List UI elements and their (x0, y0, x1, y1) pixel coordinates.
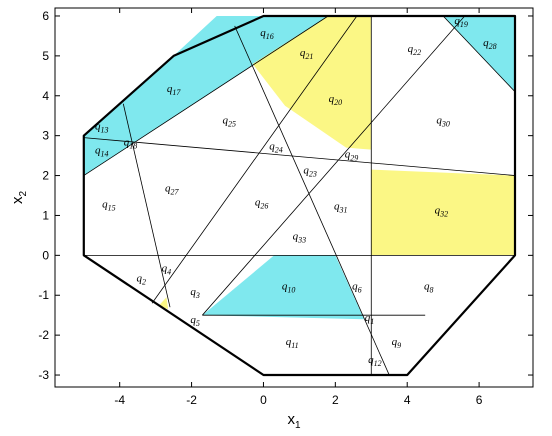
y-tick-label: -1 (38, 288, 49, 302)
region-label-q8: q8 (424, 280, 434, 294)
x-tick-label: -2 (186, 393, 197, 407)
region-label-q21: q21 (300, 47, 314, 61)
y-tick-label: 6 (42, 9, 49, 23)
region-label-q19: q19 (454, 15, 468, 29)
region-label-q14: q14 (95, 145, 109, 159)
y-tick-label: 4 (42, 89, 49, 103)
partition-line (151, 15, 358, 304)
partition-line (442, 15, 516, 93)
axes-frame (54, 7, 534, 388)
region-label-q4: q4 (162, 262, 172, 276)
region-label-q33: q33 (293, 230, 307, 244)
y-tick-label: -3 (38, 368, 49, 382)
region-label-q22: q22 (408, 43, 422, 57)
y-tick-label: 0 (42, 248, 49, 262)
region-yellow (371, 169, 515, 256)
y-tick-label: 1 (42, 208, 49, 222)
region-label-q27: q27 (165, 183, 180, 197)
region-label-q6: q6 (352, 280, 362, 294)
region-label-q3: q3 (190, 286, 200, 300)
region-label-q2: q2 (137, 272, 147, 286)
partition-line (83, 15, 329, 176)
region-label-q31: q31 (334, 200, 348, 214)
region-label-q24: q24 (269, 141, 283, 155)
region-label-q10: q10 (282, 280, 296, 294)
region-label-q12: q12 (368, 354, 382, 368)
region-label-q32: q32 (435, 204, 449, 218)
outer-boundary (82, 14, 517, 377)
y-tick-label: 5 (42, 49, 49, 63)
region-label-q16: q16 (260, 27, 274, 41)
x-tick-label: 0 (260, 393, 267, 407)
y-axis-label: x2 (9, 191, 29, 205)
region-label-q23: q23 (303, 165, 317, 179)
region-label-q26: q26 (255, 196, 269, 210)
region-cyan (202, 255, 365, 320)
partition-line (122, 103, 171, 308)
region-label-q17: q17 (167, 83, 182, 97)
region-label-q30: q30 (436, 115, 450, 129)
y-tick-label: -2 (38, 328, 49, 342)
y-axis-ticks: -3 -2 -1 0 1 2 3 4 5 6 (38, 9, 533, 382)
region-label-q13: q13 (95, 121, 109, 135)
region-label-q20: q20 (329, 93, 343, 107)
region-label-q15: q15 (102, 198, 116, 212)
partition-line (202, 15, 466, 316)
region-label-q28: q28 (483, 37, 497, 51)
y-tick-label: 3 (42, 129, 49, 143)
x-tick-label: 2 (332, 393, 339, 407)
x-axis-label: x1 (287, 411, 301, 431)
region-label-q9: q9 (392, 336, 402, 350)
region-label-q5: q5 (190, 314, 200, 328)
partition-lines (83, 15, 516, 376)
x-tick-label: -4 (114, 393, 125, 407)
partition-line (234, 25, 390, 376)
x-axis-ticks: -4 -2 0 2 4 6 (114, 8, 483, 407)
partition-line (83, 137, 516, 176)
region-label-q11: q11 (286, 336, 299, 350)
x-tick-label: 6 (476, 393, 483, 407)
region-label-q18: q18 (124, 137, 138, 151)
x-tick-label: 4 (404, 393, 411, 407)
region-yellow (252, 16, 372, 150)
region-labels: q1 q2 q3 q4 q5 q6 q8 q9 q10 q11 q12 q13 q14 q15 q16 q17… (95, 15, 497, 368)
region-label-q29: q29 (345, 149, 359, 163)
y-tick-label: 2 (42, 169, 49, 183)
boundary-polygon (82, 14, 517, 377)
region-label-q1: q1 (365, 312, 375, 326)
region-label-q25: q25 (223, 115, 237, 129)
